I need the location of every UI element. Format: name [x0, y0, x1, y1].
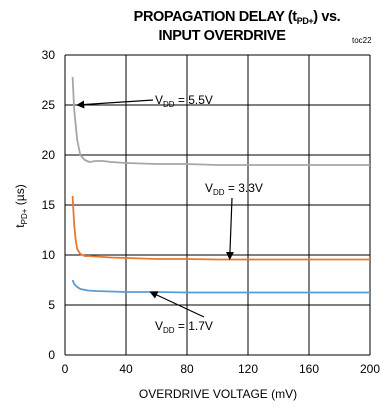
chart-title-line2: INPUT OVERDRIVE	[159, 28, 287, 44]
y-tick-label: 30	[42, 48, 56, 62]
x-axis-label: OVERDRIVE VOLTAGE (mV)	[139, 387, 297, 401]
y-tick-label: 0	[48, 348, 55, 362]
y-tick-label: 20	[42, 148, 56, 162]
annotations: VDD = 5.5V VDD = 3.3V VDD = 1.7V	[76, 93, 263, 335]
series-label-2: VDD = 1.7V	[155, 319, 213, 335]
chart-title-line1: PROPAGATION DELAY (tPD+) vs.	[134, 9, 341, 26]
series-label-0: VDD = 5.5V	[155, 93, 213, 109]
series-lines	[71, 76, 370, 294]
chart-note: toc22	[352, 36, 372, 45]
x-tick-label: 0	[62, 362, 69, 376]
grid	[64, 54, 371, 356]
series-line-2	[71, 279, 370, 294]
y-axis-label: tPD+ (µs)	[13, 184, 29, 227]
y-tick-label: 5	[48, 298, 55, 312]
y-tick-label: 10	[42, 248, 56, 262]
annotation-arrow-0	[76, 99, 154, 109]
annotation-arrow-1	[225, 197, 234, 260]
x-tick-label: 200	[360, 362, 380, 376]
series-line-1	[71, 195, 370, 261]
x-tick-label: 80	[180, 362, 194, 376]
series-line-0	[71, 76, 370, 166]
tick-labels: 0 5 10 15 20 25 30 0 40 80 120 160 200	[42, 48, 380, 376]
x-tick-label: 120	[238, 362, 258, 376]
x-tick-label: 160	[299, 362, 319, 376]
series-label-1: VDD = 3.3V	[205, 181, 263, 197]
y-tick-label: 15	[42, 198, 56, 212]
x-tick-label: 40	[119, 362, 133, 376]
annotation-arrow-2	[149, 291, 205, 318]
y-tick-label: 25	[42, 98, 56, 112]
